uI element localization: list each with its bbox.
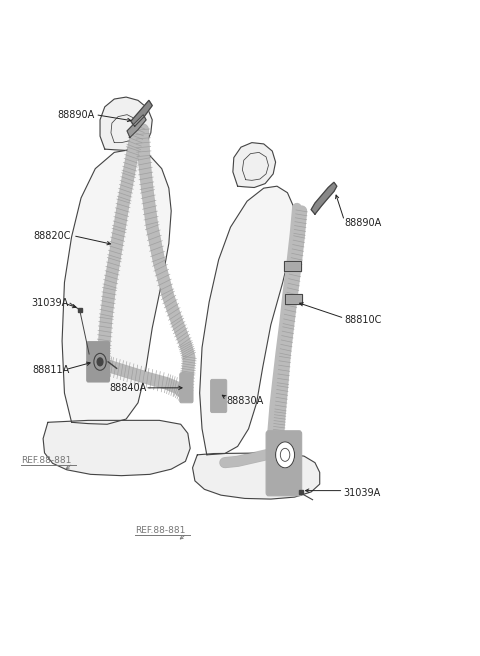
Text: REF.88-881: REF.88-881 (21, 455, 71, 464)
Text: 31039A: 31039A (343, 487, 381, 497)
Text: REF.88-881: REF.88-881 (135, 526, 185, 535)
FancyBboxPatch shape (211, 379, 227, 413)
Text: 31039A: 31039A (31, 298, 69, 308)
FancyBboxPatch shape (87, 342, 109, 382)
Circle shape (97, 358, 103, 366)
FancyBboxPatch shape (266, 431, 301, 496)
Polygon shape (62, 149, 171, 424)
Text: 88810C: 88810C (344, 315, 382, 325)
Polygon shape (43, 420, 190, 476)
Polygon shape (311, 182, 337, 214)
Polygon shape (233, 142, 276, 188)
Text: 88811A: 88811A (32, 365, 70, 375)
Text: 88890A: 88890A (57, 110, 95, 119)
Text: 88820C: 88820C (34, 231, 71, 241)
Polygon shape (200, 186, 295, 455)
Polygon shape (192, 453, 320, 499)
Polygon shape (131, 100, 152, 127)
Text: 88840A: 88840A (109, 383, 146, 393)
Polygon shape (100, 97, 152, 150)
Text: 88830A: 88830A (227, 396, 264, 406)
Polygon shape (127, 115, 146, 137)
Text: 88890A: 88890A (344, 218, 382, 228)
Polygon shape (285, 293, 302, 304)
Polygon shape (284, 261, 301, 272)
Circle shape (276, 442, 295, 468)
FancyBboxPatch shape (180, 373, 193, 403)
